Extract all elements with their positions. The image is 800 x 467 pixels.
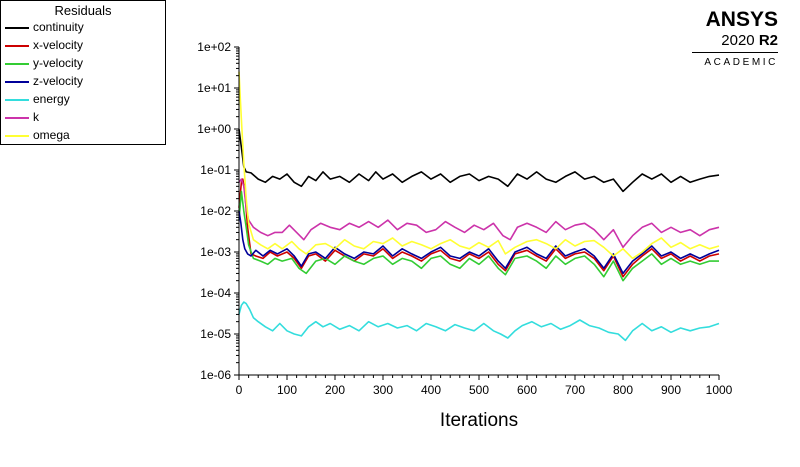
legend-swatch bbox=[5, 27, 29, 29]
x-tick-label: 300 bbox=[373, 383, 393, 397]
x-axis-label: Iterations bbox=[440, 410, 518, 431]
x-tick-label: 900 bbox=[661, 383, 681, 397]
x-tick-label: 600 bbox=[517, 383, 537, 397]
y-tick-label: 1e+01 bbox=[197, 81, 231, 95]
y-tick-label: 1e+02 bbox=[197, 40, 231, 54]
legend-item-energy: energy bbox=[5, 91, 163, 109]
y-tick-label: 1e-02 bbox=[200, 204, 231, 218]
legend-label: x-velocity bbox=[33, 38, 84, 52]
x-tick-label: 0 bbox=[236, 383, 243, 397]
legend-label: k bbox=[33, 110, 39, 124]
series-line-energy bbox=[238, 301, 720, 342]
legend-item-z-velocity: z-velocity bbox=[5, 73, 163, 91]
legend-swatch bbox=[5, 45, 29, 47]
ansys-logo: ANSYS 2020 R2 ACADEMIC bbox=[692, 8, 778, 68]
legend-label: energy bbox=[33, 92, 70, 106]
x-tick-label: 200 bbox=[325, 383, 345, 397]
x-tick-label: 400 bbox=[421, 383, 441, 397]
x-tick-label: 700 bbox=[565, 383, 585, 397]
y-tick-label: 1e-05 bbox=[200, 327, 231, 341]
axes-layer: 1e-06 1e-05 1e-04 1e-03 1e-02 1e-01 1e+00 1e+01… bbox=[197, 40, 732, 397]
ansys-version: 2020 R2 bbox=[721, 32, 778, 49]
series-line-continuity bbox=[238, 128, 720, 193]
legend-item-y-velocity: y-velocity bbox=[5, 55, 163, 73]
series-line-y-velocity bbox=[238, 190, 719, 282]
legend-label: continuity bbox=[33, 20, 84, 34]
x-tick-label: 800 bbox=[613, 383, 633, 397]
legend-swatch bbox=[5, 99, 29, 101]
x-tick-label: 100 bbox=[277, 383, 297, 397]
ansys-divider bbox=[692, 52, 778, 53]
x-tick-label: 1000 bbox=[706, 383, 733, 397]
y-tick-label: 1e-06 bbox=[200, 368, 231, 382]
y-tick-label: 1e-03 bbox=[200, 245, 231, 259]
x-tick-label: 500 bbox=[469, 383, 489, 397]
ansys-wordmark: ANSYS bbox=[705, 8, 778, 31]
legend-label: y-velocity bbox=[33, 56, 84, 70]
series-layer bbox=[238, 71, 720, 342]
legend-swatch bbox=[5, 63, 29, 65]
legend: Residuals continuity x-velocity y-velocity… bbox=[0, 0, 166, 145]
ansys-version-year: 2020 bbox=[721, 32, 755, 49]
series-line-omega bbox=[238, 71, 720, 260]
legend-item-omega: omega bbox=[5, 127, 163, 145]
y-tick-label: 1e+00 bbox=[197, 122, 231, 136]
series-line-z-velocity bbox=[238, 210, 720, 275]
y-tick-label: 1e-01 bbox=[200, 163, 231, 177]
legend-item-k: k bbox=[5, 109, 163, 127]
legend-swatch bbox=[5, 81, 29, 83]
legend-swatch bbox=[5, 135, 29, 137]
series-line-x-velocity bbox=[238, 178, 720, 278]
ansys-version-release: R2 bbox=[758, 32, 778, 49]
ansys-edition: ACADEMIC bbox=[704, 57, 778, 68]
legend-title: Residuals bbox=[54, 3, 112, 18]
legend-item-x-velocity: x-velocity bbox=[5, 37, 163, 55]
y-tick-label: 1e-04 bbox=[200, 286, 231, 300]
series-line-k bbox=[238, 178, 720, 249]
legend-label: omega bbox=[33, 128, 70, 142]
legend-swatch bbox=[5, 117, 29, 119]
legend-label: z-velocity bbox=[33, 74, 84, 88]
legend-item-continuity: continuity bbox=[5, 19, 163, 37]
